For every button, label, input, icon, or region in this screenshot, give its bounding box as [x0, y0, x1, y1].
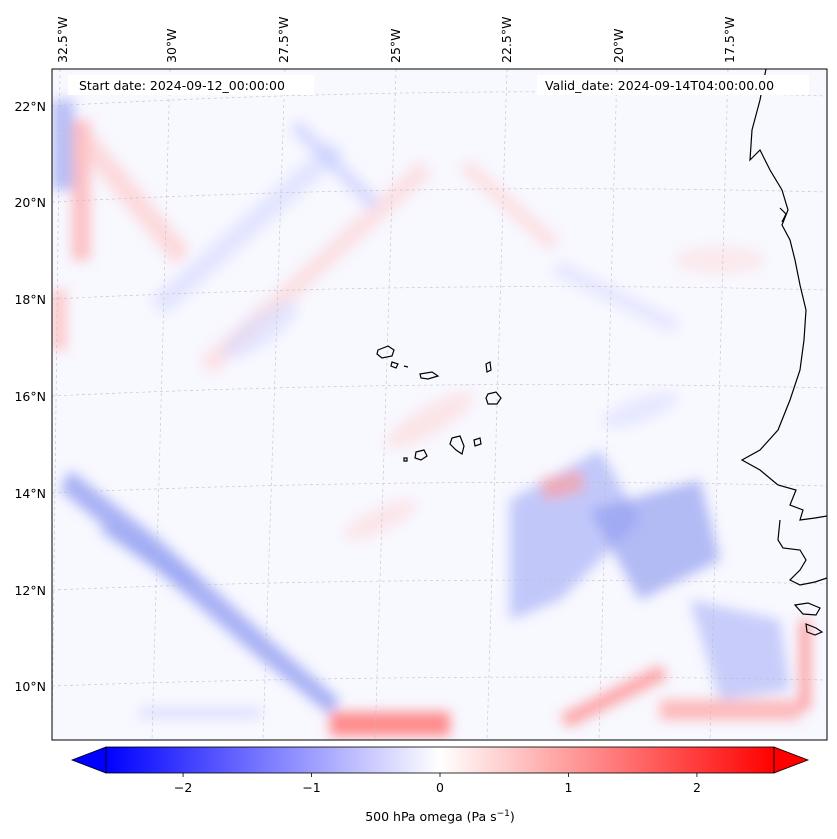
lat-label: 18°N: [14, 292, 46, 307]
lon-label: 22.5°W: [499, 17, 514, 63]
colorbar: −2 −1 0 1 2 500 hPa omega (Pa s−1): [70, 746, 810, 824]
colorbar-tick-label: 1: [564, 780, 572, 795]
africa-coastline: [740, 69, 827, 521]
lon-label: 30°W: [164, 28, 179, 63]
lat-label: 10°N: [14, 679, 46, 694]
map-gridlines: [52, 69, 827, 740]
coastline: [740, 69, 827, 636]
map-frame: [51, 68, 828, 741]
cape-verde-islands: [376, 345, 502, 462]
map-panel: [52, 69, 827, 740]
colorbar-label-main: 500 hPa omega (Pa s: [365, 809, 496, 824]
colorbar-label-tail: ): [510, 809, 515, 824]
lat-label: 16°N: [14, 389, 46, 404]
lon-label: 27.5°W: [276, 17, 291, 63]
start-date-label: Start date: 2024-09-12_00:00:00: [79, 78, 285, 93]
valid-date-label: Valid_date: 2024-09-14T04:00:00.00: [545, 78, 774, 93]
lat-label: 12°N: [14, 583, 46, 598]
lon-label: 32.5°W: [55, 17, 70, 63]
lon-label: 17.5°W: [722, 17, 737, 63]
colorbar-label: 500 hPa omega (Pa s−1): [365, 809, 515, 824]
start-date-box: [68, 75, 314, 95]
lat-label: 20°N: [14, 195, 46, 210]
colorbar-tick-label: 0: [436, 780, 444, 795]
lon-label: 20°W: [611, 28, 626, 63]
lon-label: 25°W: [388, 28, 403, 63]
omega-field: [52, 100, 810, 736]
colorbar-label-exponent: −1: [497, 809, 510, 819]
lat-label: 14°N: [14, 486, 46, 501]
colorbar-tick-label: 2: [693, 780, 701, 795]
colorbar-body: [106, 747, 774, 773]
valid-date-box: [537, 75, 809, 95]
colorbar-tick-label: −2: [174, 780, 192, 795]
colorbar-tick-label: −1: [302, 780, 320, 795]
lat-label: 22°N: [14, 99, 46, 114]
colorbar-ticks: −2 −1 0 1 2: [174, 773, 701, 795]
latitude-labels: 22°N 20°N 18°N 16°N 14°N 12°N 10°N: [14, 99, 46, 694]
longitude-labels: 32.5°W 30°W 27.5°W 25°W 22.5°W 20°W 17.5…: [55, 17, 737, 63]
colorbar-extend-max: [773, 746, 810, 774]
colorbar-extend-min: [70, 746, 107, 774]
